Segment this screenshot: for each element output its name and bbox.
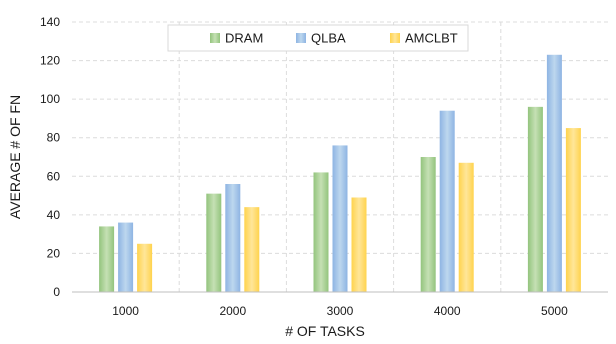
- bar-dram-5000: [527, 106, 543, 292]
- bar-amclbt-5000: [565, 128, 581, 292]
- legend-swatch-dram: [210, 33, 220, 43]
- x-axis-ticks: 1000 2000 3000 4000 5000: [112, 304, 568, 318]
- x-tick-label: 3000: [327, 304, 354, 318]
- bar-qlba-1000: [118, 222, 134, 292]
- bar-amclbt-2000: [244, 207, 260, 292]
- x-tick-label: 5000: [541, 304, 568, 318]
- y-axis-title: AVERAGE # OF FN: [7, 95, 23, 219]
- bar-qlba-5000: [546, 54, 562, 293]
- x-tick-label: 1000: [112, 304, 139, 318]
- bar-dram-3000: [313, 172, 329, 292]
- legend-swatch-qlba: [296, 33, 306, 43]
- bar-amclbt-1000: [137, 243, 153, 292]
- y-tick-label: 140: [40, 15, 60, 29]
- bar-amclbt-4000: [458, 162, 474, 292]
- y-tick-label: 20: [47, 246, 61, 260]
- bar-qlba-2000: [225, 184, 241, 292]
- y-tick-label: 60: [47, 169, 61, 183]
- y-tick-label: 80: [47, 131, 61, 145]
- legend-label-dram: DRAM: [225, 31, 263, 46]
- y-tick-label: 120: [40, 54, 60, 68]
- legend-label-qlba: QLBA: [311, 31, 346, 46]
- bar-amclbt-3000: [351, 197, 367, 292]
- y-tick-label: 0: [53, 285, 60, 299]
- y-axis-ticks: 0 20 40 60 80 100 120 140: [40, 15, 60, 299]
- x-tick-label: 4000: [434, 304, 461, 318]
- x-axis-title: # OF TASKS: [285, 323, 365, 339]
- y-tick-label: 40: [47, 208, 61, 222]
- x-tick-label: 2000: [219, 304, 246, 318]
- legend-label-amclbt: AMCLBT: [405, 31, 458, 46]
- bar-dram-4000: [420, 157, 436, 292]
- legend-swatch-amclbt: [390, 33, 400, 43]
- y-tick-label: 100: [40, 92, 60, 106]
- legend: DRAM QLBA AMCLBT: [167, 24, 469, 52]
- bar-dram-1000: [99, 226, 115, 292]
- bars-group: [99, 54, 581, 293]
- bar-dram-2000: [206, 193, 222, 292]
- bar-qlba-3000: [332, 145, 348, 292]
- bar-qlba-4000: [439, 110, 455, 292]
